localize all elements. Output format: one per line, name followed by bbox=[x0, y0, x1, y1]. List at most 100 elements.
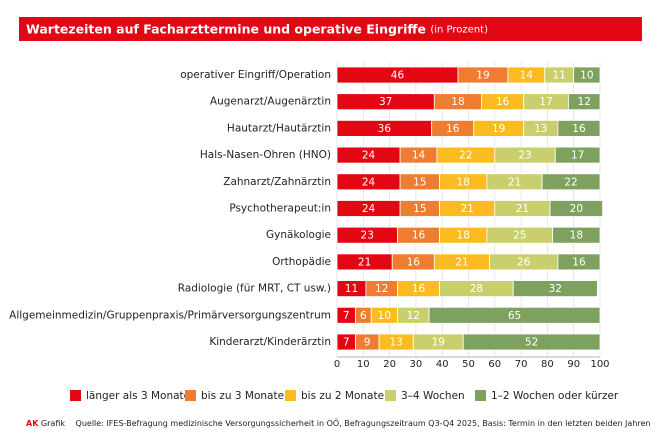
x-tick-label: 60 bbox=[488, 359, 501, 370]
y-tick-label: Kinderarzt/Kinderärztin bbox=[209, 336, 331, 348]
title-text: Wartezeiten auf Facharzttermine und oper… bbox=[26, 21, 426, 36]
value-label: 12 bbox=[407, 310, 420, 322]
bar-segment bbox=[552, 226, 601, 244]
value-label: 16 bbox=[572, 123, 586, 135]
x-tick-label: 100 bbox=[590, 359, 609, 370]
value-label: 14 bbox=[520, 70, 534, 82]
value-label: 26 bbox=[517, 256, 531, 268]
value-label: 11 bbox=[345, 283, 358, 295]
value-label: 21 bbox=[508, 176, 521, 188]
y-tick-label: Hautarzt/Hautärztin bbox=[227, 122, 331, 134]
x-tick-label: 70 bbox=[515, 359, 528, 370]
value-label: 36 bbox=[378, 123, 392, 135]
legend-swatch bbox=[70, 390, 81, 401]
value-label: 16 bbox=[496, 96, 510, 108]
value-label: 21 bbox=[358, 256, 371, 268]
value-label: 16 bbox=[412, 230, 426, 242]
bar-segment bbox=[557, 120, 601, 137]
y-tick-label: Orthopädie bbox=[272, 256, 331, 268]
value-label: 24 bbox=[362, 203, 376, 215]
value-label: 14 bbox=[412, 150, 426, 162]
legend-swatch bbox=[475, 390, 486, 401]
value-label: 11 bbox=[553, 70, 566, 82]
value-label: 17 bbox=[539, 96, 552, 108]
y-tick-label: Hals-Nasen-Ohren (HNO) bbox=[200, 149, 331, 161]
value-label: 7 bbox=[343, 310, 350, 322]
legend-label: länger als 3 Monate bbox=[86, 390, 190, 402]
source-brand: AK bbox=[26, 419, 39, 428]
y-tick-label: Radiologie (für MRT, CT usw.) bbox=[178, 283, 331, 295]
value-label: 16 bbox=[572, 256, 586, 268]
value-label: 22 bbox=[564, 176, 577, 188]
chart-title: Wartezeiten auf Facharzttermine und oper… bbox=[26, 21, 488, 36]
value-label: 32 bbox=[549, 283, 562, 295]
value-label: 13 bbox=[534, 123, 547, 135]
value-label: 21 bbox=[516, 203, 529, 215]
value-label: 23 bbox=[518, 150, 531, 162]
value-label: 10 bbox=[378, 310, 391, 322]
value-label: 21 bbox=[460, 203, 473, 215]
legend-label: 3–4 Wochen bbox=[401, 390, 465, 402]
value-label: 25 bbox=[513, 230, 526, 242]
x-tick-label: 0 bbox=[334, 359, 340, 370]
value-label: 16 bbox=[412, 283, 426, 295]
value-label: 19 bbox=[476, 70, 489, 82]
value-label: 24 bbox=[362, 176, 376, 188]
legend-swatch bbox=[385, 390, 396, 401]
bar-segment bbox=[573, 66, 601, 84]
value-label: 23 bbox=[361, 230, 374, 242]
bar-segment bbox=[554, 146, 601, 164]
value-label: 19 bbox=[492, 123, 505, 135]
value-label: 9 bbox=[364, 337, 371, 349]
value-label: 15 bbox=[413, 176, 426, 188]
legend-label: bis zu 3 Monate bbox=[201, 390, 284, 402]
subtitle: (in Prozent) bbox=[430, 25, 488, 36]
legend-label: bis zu 2 Monate bbox=[301, 390, 384, 402]
bar-segment bbox=[557, 253, 601, 271]
y-tick-label: Augenarzt/Augenärztin bbox=[210, 96, 331, 108]
legend-swatch bbox=[285, 390, 296, 401]
bar-segment bbox=[541, 173, 601, 191]
value-label: 19 bbox=[432, 337, 445, 349]
x-tick-label: 20 bbox=[383, 359, 396, 370]
value-label: 17 bbox=[571, 150, 584, 162]
value-label: 65 bbox=[508, 310, 521, 322]
value-label: 13 bbox=[389, 337, 402, 349]
bar-segment bbox=[568, 93, 601, 111]
x-tick-label: 50 bbox=[462, 359, 475, 370]
value-label: 12 bbox=[375, 283, 388, 295]
value-label: 24 bbox=[362, 150, 376, 162]
value-label: 10 bbox=[580, 70, 593, 82]
value-label: 37 bbox=[379, 96, 392, 108]
bar-segment bbox=[512, 280, 598, 298]
source: Quelle: IFES-Befragung medizinische Vers… bbox=[76, 418, 651, 428]
value-label: 18 bbox=[457, 176, 470, 188]
value-label: 16 bbox=[407, 256, 421, 268]
legend-swatch bbox=[185, 390, 196, 401]
title-banner bbox=[19, 17, 642, 41]
value-label: 18 bbox=[451, 96, 464, 108]
value-label: 12 bbox=[578, 96, 591, 108]
x-tick-label: 80 bbox=[541, 359, 554, 370]
legend-label: 1–2 Wochen oder kürzer bbox=[491, 390, 619, 402]
value-label: 18 bbox=[457, 230, 470, 242]
bar-segment bbox=[549, 200, 604, 217]
x-tick-label: 30 bbox=[410, 359, 423, 370]
value-label: 7 bbox=[343, 337, 350, 349]
y-tick-label: Gynäkologie bbox=[266, 229, 331, 241]
x-tick-label: 10 bbox=[357, 359, 370, 370]
bar-segment bbox=[428, 306, 601, 324]
bar-segment bbox=[462, 333, 601, 351]
x-tick-label: 40 bbox=[436, 359, 449, 370]
value-label: 22 bbox=[459, 150, 472, 162]
value-label: 18 bbox=[570, 230, 583, 242]
y-tick-label: operativer Eingriff/Operation bbox=[180, 69, 331, 81]
value-label: 15 bbox=[413, 203, 426, 215]
y-tick-label: Psychotherapeut:in bbox=[229, 203, 331, 215]
footer: AK Grafik Quelle: IFES-Befragung medizin… bbox=[26, 418, 651, 428]
value-label: 46 bbox=[391, 70, 405, 82]
y-tick-label: Allgemeinmedizin/Gruppenpraxis/Primärver… bbox=[9, 309, 331, 321]
value-label: 20 bbox=[570, 203, 583, 215]
value-label: 21 bbox=[455, 256, 468, 268]
